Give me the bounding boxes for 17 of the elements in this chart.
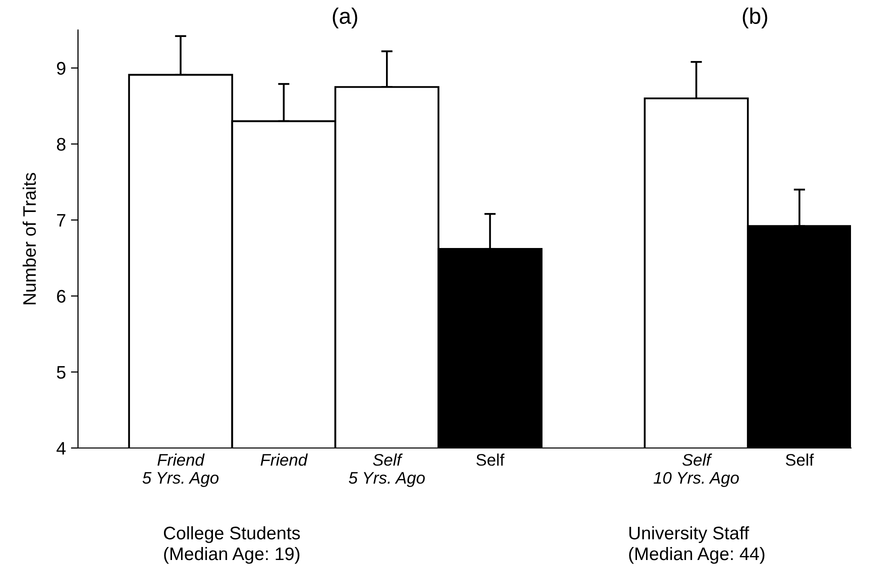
text: (a) <box>332 8 358 28</box>
x-tick-label: Friend 5 Yrs. Ago <box>142 454 219 488</box>
y-axis-title: Number of Traits <box>22 172 36 304</box>
x-tick-label: Self 5 Yrs. Ago <box>348 454 425 488</box>
y-tick-label: 7 <box>57 214 66 227</box>
x-tick-label: Self <box>786 454 814 466</box>
text: (b) <box>742 8 768 28</box>
y-tick-label: 8 <box>56 138 66 151</box>
text: College Students (Median Age: 19) <box>164 526 300 564</box>
x-tick-label: Friend <box>260 454 308 466</box>
y-tick-label: 5 <box>56 366 66 379</box>
x-tick-label: Self 10 Yrs. Ago <box>654 454 739 488</box>
text: University Staff (Median Age: 44) <box>629 526 764 564</box>
y-tick-label: 9 <box>57 62 66 75</box>
x-tick-label: Self <box>476 454 504 466</box>
y-tick-label: 4 <box>56 442 66 455</box>
y-tick-label: 6 <box>57 290 66 303</box>
